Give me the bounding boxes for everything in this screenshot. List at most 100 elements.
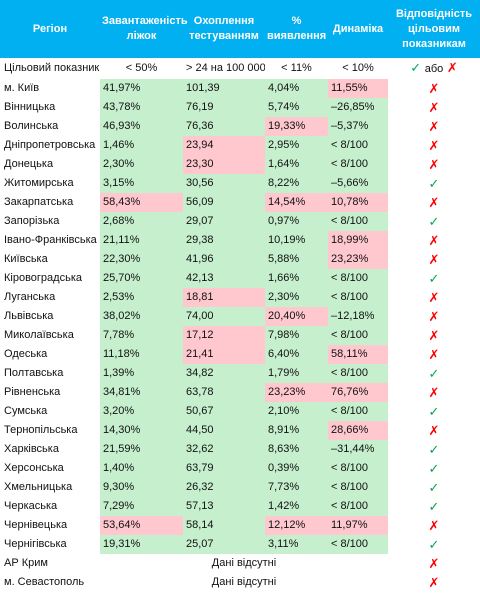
- cross-icon: ✗: [428, 518, 440, 533]
- region-name: Миколаївська: [4, 329, 74, 341]
- testing-cell: 50,67: [183, 402, 265, 421]
- beds-cell: 11,18%: [100, 345, 183, 364]
- header-detection: % виявлення: [265, 0, 328, 58]
- beds-cell: 14,30%: [100, 421, 183, 440]
- target-compliance: ✓ або ✗: [388, 58, 480, 79]
- beds-cell: 38,02%: [100, 307, 183, 326]
- beds-cell: 2,68%: [100, 212, 183, 231]
- table-row: м. Київ 41,97% 101,39 4,04% 11,55% ✗: [0, 79, 480, 98]
- beds-cell: 21,59%: [100, 440, 183, 459]
- cross-icon: ✗: [446, 60, 458, 75]
- testing-cell: 29,07: [183, 212, 265, 231]
- table-row: Тернопільська 14,30% 44,50 8,91% 28,66% ✗: [0, 421, 480, 440]
- dynamics-cell: < 8/100: [328, 459, 388, 478]
- table-header: Регіон Завантаженість ліжок Охоплення те…: [0, 0, 480, 58]
- detection-cell: 1,64%: [265, 155, 328, 174]
- beds-cell: 46,93%: [100, 117, 183, 136]
- cross-icon: ✗: [428, 328, 440, 343]
- cross-icon: ✗: [428, 157, 440, 172]
- table-row: Волинська 46,93% 76,36 19,33% –5,37% ✗: [0, 117, 480, 136]
- table-row: Херсонська 1,40% 63,79 0,39% < 8/100 ✓: [0, 459, 480, 478]
- testing-cell: 63,79: [183, 459, 265, 478]
- testing-cell: 44,50: [183, 421, 265, 440]
- beds-cell: 21,11%: [100, 231, 183, 250]
- table-row-missing: м. Севастополь Дані відсутні ✗: [0, 573, 480, 592]
- beds-cell: 7,29%: [100, 497, 183, 516]
- check-icon: ✓: [428, 271, 440, 286]
- check-icon: ✓: [428, 176, 440, 191]
- cross-icon: ✗: [428, 423, 440, 438]
- cross-icon: ✗: [428, 138, 440, 153]
- dynamics-cell: –5,66%: [328, 174, 388, 193]
- table-row: Миколаївська 7,78% 17,12 7,98% < 8/100 ✗: [0, 326, 480, 345]
- testing-cell: 41,96: [183, 250, 265, 269]
- check-icon: ✓: [428, 499, 440, 514]
- region-name: Харківська: [4, 443, 59, 455]
- detection-cell: 20,40%: [265, 307, 328, 326]
- dynamics-cell: < 8/100: [328, 155, 388, 174]
- dynamics-cell: 11,97%: [328, 516, 388, 535]
- testing-cell: 30,56: [183, 174, 265, 193]
- dynamics-cell: –31,44%: [328, 440, 388, 459]
- table-row: Закарпатська 58,43% 56,09 14,54% 10,78% ✗: [0, 193, 480, 212]
- header-testing: Охоплення тестуванням: [183, 0, 265, 58]
- cross-icon: ✗: [428, 195, 440, 210]
- region-name: Волинська: [4, 120, 59, 132]
- region-name: Полтавська: [4, 367, 64, 379]
- or-label: або: [424, 63, 444, 75]
- detection-cell: 23,23%: [265, 383, 328, 402]
- check-icon: ✓: [410, 60, 422, 75]
- table-row-missing: АР Крим Дані відсутні ✗: [0, 554, 480, 573]
- region-name: Донецька: [4, 158, 54, 170]
- table-row: Івано-Франківська 21,11% 29,38 10,19% 18,99%…: [0, 231, 480, 250]
- dynamics-cell: < 8/100: [328, 269, 388, 288]
- detection-cell: 1,79%: [265, 364, 328, 383]
- testing-cell: 42,13: [183, 269, 265, 288]
- table-row: Хмельницька 9,30% 26,32 7,73% < 8/100 ✓: [0, 478, 480, 497]
- testing-cell: 76,36: [183, 117, 265, 136]
- detection-cell: 14,54%: [265, 193, 328, 212]
- dynamics-cell: < 8/100: [328, 212, 388, 231]
- dynamics-cell: < 8/100: [328, 136, 388, 155]
- check-icon: ✓: [428, 404, 440, 419]
- beds-cell: 1,39%: [100, 364, 183, 383]
- table-row: Рівненська 34,81% 63,78 23,23% 76,76% ✗: [0, 383, 480, 402]
- detection-cell: 10,19%: [265, 231, 328, 250]
- detection-cell: 3,11%: [265, 535, 328, 554]
- check-icon: ✓: [428, 442, 440, 457]
- dynamics-cell: < 8/100: [328, 326, 388, 345]
- beds-cell: 1,46%: [100, 136, 183, 155]
- region-name: Сумська: [4, 405, 48, 417]
- beds-cell: 22,30%: [100, 250, 183, 269]
- testing-cell: 21,41: [183, 345, 265, 364]
- region-name: м. Київ: [4, 82, 40, 94]
- target-detection: < 11%: [265, 58, 328, 79]
- testing-cell: 56,09: [183, 193, 265, 212]
- detection-cell: 5,88%: [265, 250, 328, 269]
- cross-icon: ✗: [428, 290, 440, 305]
- region-name: Чернігівська: [4, 538, 67, 550]
- cross-icon: ✗: [428, 347, 440, 362]
- table-row: Львівська 38,02% 74,00 20,40% –12,18% ✗: [0, 307, 480, 326]
- header-compliance: Відповідність цільовим показникам: [388, 0, 480, 58]
- region-name: Львівська: [4, 310, 54, 322]
- table-row: Луганська 2,53% 18,81 2,30% < 8/100 ✗: [0, 288, 480, 307]
- testing-cell: 29,38: [183, 231, 265, 250]
- region-name: АР Крим: [4, 557, 48, 569]
- testing-cell: 26,32: [183, 478, 265, 497]
- region-name: Кіровоградська: [4, 272, 82, 284]
- dynamics-cell: 23,23%: [328, 250, 388, 269]
- check-icon: ✓: [428, 461, 440, 476]
- table-row: Київська 22,30% 41,96 5,88% 23,23% ✗: [0, 250, 480, 269]
- region-name: Рівненська: [4, 386, 61, 398]
- dynamics-cell: < 8/100: [328, 535, 388, 554]
- beds-cell: 53,64%: [100, 516, 183, 535]
- detection-cell: 12,12%: [265, 516, 328, 535]
- dynamics-cell: –5,37%: [328, 117, 388, 136]
- detection-cell: 5,74%: [265, 98, 328, 117]
- table-row: Дніпропетровська 1,46% 23,94 2,95% < 8/100 ✗: [0, 136, 480, 155]
- dynamics-cell: < 8/100: [328, 497, 388, 516]
- beds-cell: 34,81%: [100, 383, 183, 402]
- table-row: Запорізька 2,68% 29,07 0,97% < 8/100 ✓: [0, 212, 480, 231]
- dynamics-cell: < 8/100: [328, 288, 388, 307]
